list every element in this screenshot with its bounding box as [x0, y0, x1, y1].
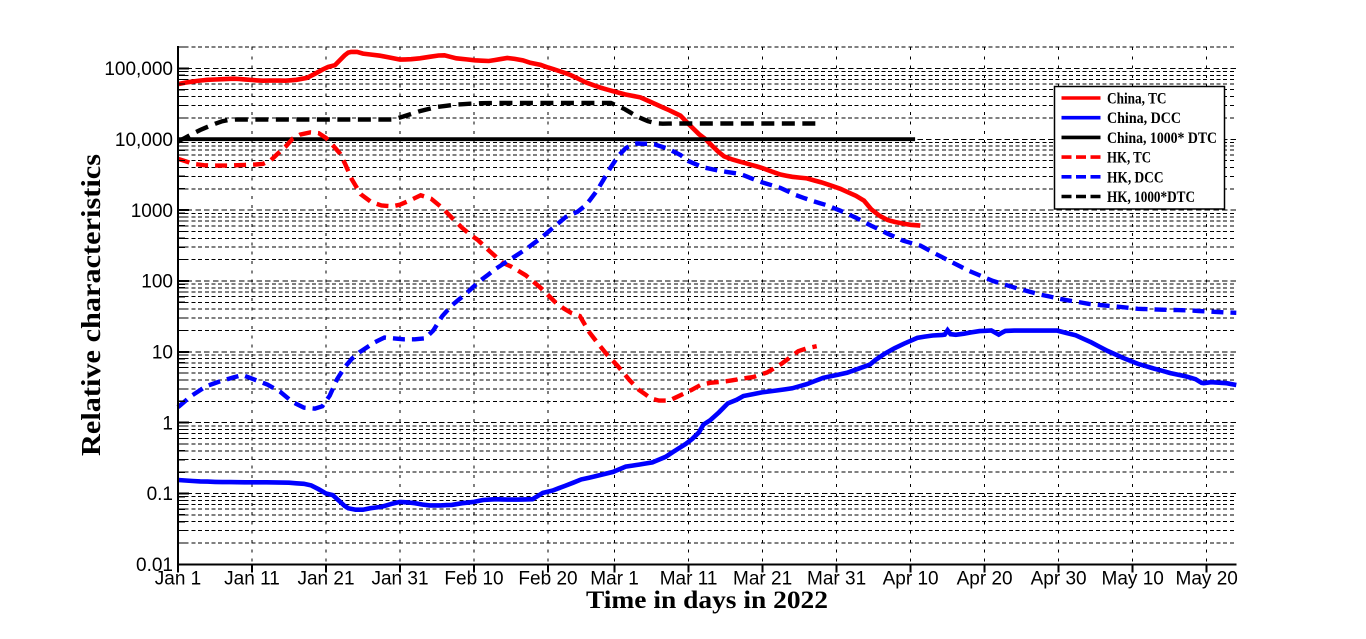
svg-text:Mar 1: Mar 1 — [590, 569, 639, 590]
svg-text:100,000: 100,000 — [104, 59, 173, 80]
svg-text:May 20: May 20 — [1176, 569, 1238, 590]
svg-text:Feb 10: Feb 10 — [444, 569, 503, 590]
svg-text:Mar 21: Mar 21 — [733, 569, 792, 590]
svg-text:0.01: 0.01 — [136, 555, 173, 576]
svg-text:1: 1 — [162, 413, 173, 434]
svg-text:0.1: 0.1 — [147, 484, 173, 505]
svg-text:100: 100 — [141, 272, 173, 293]
svg-text:China, DCC: China, DCC — [1107, 110, 1181, 127]
svg-text:HK, TC: HK, TC — [1107, 150, 1151, 167]
svg-text:Apr 10: Apr 10 — [883, 569, 939, 590]
svg-text:10,000: 10,000 — [115, 130, 173, 151]
svg-text:HK, DCC: HK, DCC — [1107, 169, 1164, 186]
svg-text:Relative characteristics: Relative characteristics — [76, 154, 106, 456]
svg-text:China, TC: China, TC — [1107, 91, 1167, 108]
svg-text:Mar 11: Mar 11 — [660, 569, 718, 590]
svg-text:Jan 1: Jan 1 — [155, 569, 201, 590]
svg-text:Jan 11: Jan 11 — [224, 569, 280, 590]
svg-text:Jan 31: Jan 31 — [371, 569, 428, 590]
svg-text:Jan 21: Jan 21 — [297, 569, 354, 590]
svg-text:Time in days in 2022: Time in days in 2022 — [586, 587, 828, 614]
svg-text:HK, 1000*DTC: HK, 1000*DTC — [1107, 189, 1195, 206]
svg-text:May 10: May 10 — [1102, 569, 1164, 590]
svg-text:Feb 20: Feb 20 — [518, 569, 577, 590]
svg-text:10: 10 — [152, 343, 173, 364]
svg-text:1000: 1000 — [131, 201, 173, 222]
svg-text:Mar 31: Mar 31 — [807, 569, 866, 590]
svg-text:Apr 20: Apr 20 — [957, 569, 1013, 590]
svg-text:Apr 30: Apr 30 — [1031, 569, 1087, 590]
svg-text:China, 1000* DTC: China, 1000* DTC — [1107, 130, 1217, 147]
